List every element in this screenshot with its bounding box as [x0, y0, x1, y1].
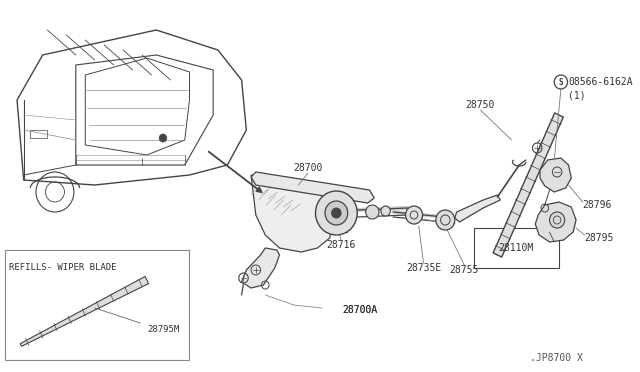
- Text: 28795: 28795: [584, 233, 614, 243]
- Circle shape: [316, 191, 357, 235]
- Text: 28755: 28755: [449, 265, 479, 275]
- Circle shape: [550, 212, 564, 228]
- Polygon shape: [493, 113, 563, 257]
- Bar: [474, 228, 559, 268]
- Circle shape: [365, 205, 379, 219]
- Text: 28750: 28750: [466, 100, 495, 110]
- Polygon shape: [535, 202, 576, 242]
- Circle shape: [159, 134, 167, 142]
- Text: 08566-6162A: 08566-6162A: [568, 77, 633, 87]
- Text: 28700: 28700: [293, 163, 323, 173]
- Text: 28700A: 28700A: [342, 305, 378, 315]
- Bar: [30, 130, 47, 138]
- Polygon shape: [455, 195, 500, 222]
- Circle shape: [381, 206, 390, 216]
- Circle shape: [436, 210, 455, 230]
- Text: S: S: [559, 77, 563, 87]
- Bar: [4, 250, 189, 360]
- Text: 28795M: 28795M: [147, 326, 179, 334]
- Text: 28716: 28716: [326, 240, 356, 250]
- Text: 28796: 28796: [582, 200, 612, 210]
- Circle shape: [332, 208, 341, 218]
- Polygon shape: [242, 248, 280, 288]
- Text: REFILLS- WIPER BLADE: REFILLS- WIPER BLADE: [10, 263, 117, 272]
- Circle shape: [406, 206, 422, 224]
- Polygon shape: [251, 172, 374, 203]
- Text: .JP8700 X: .JP8700 X: [530, 353, 582, 363]
- Text: 28735E: 28735E: [406, 263, 441, 273]
- Polygon shape: [540, 158, 572, 192]
- Text: 28700A: 28700A: [342, 305, 378, 315]
- Text: (1): (1): [568, 90, 586, 100]
- Circle shape: [325, 201, 348, 225]
- Polygon shape: [20, 276, 148, 346]
- Text: 28110M: 28110M: [499, 243, 534, 253]
- Polygon shape: [251, 175, 333, 252]
